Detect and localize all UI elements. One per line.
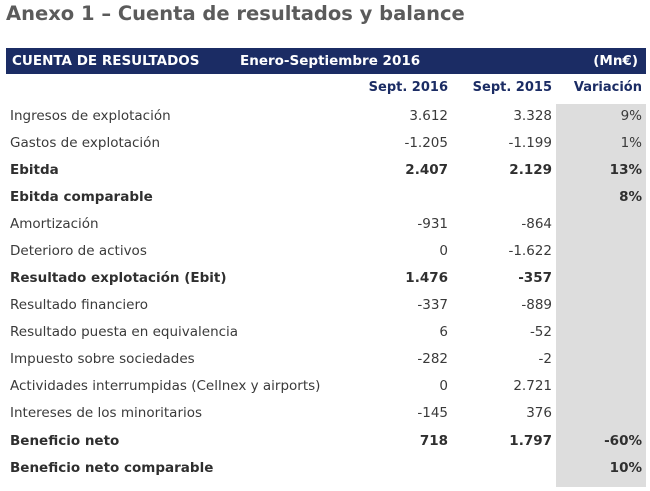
value-2015: 2.721 <box>513 378 552 394</box>
row-label: Intereses de los minoritarios <box>10 405 203 421</box>
value-2016: 0 <box>439 378 448 394</box>
table-row: Beneficio neto comparable 10% <box>0 456 650 483</box>
value-variation: 8% <box>619 189 642 205</box>
variation-column-background <box>556 104 646 487</box>
value-2016: 1.476 <box>405 270 448 286</box>
page-title: Anexo 1 – Cuenta de resultados y balance <box>6 2 465 25</box>
value-2016: 6 <box>439 324 448 340</box>
row-label: Resultado puesta en equivalencia <box>10 324 239 340</box>
table-row: Gastos de explotación -1.205 -1.199 1% <box>0 131 650 158</box>
section-title: CUENTA DE RESULTADOS <box>12 53 200 69</box>
table-header-bar: CUENTA DE RESULTADOS Enero-Septiembre 20… <box>6 48 646 74</box>
value-variation: 10% <box>609 460 642 476</box>
table-row: Intereses de los minoritarios -145 376 <box>0 401 650 428</box>
table-row: Ebitda 2.407 2.129 13% <box>0 158 650 185</box>
units-label: (Mn€) <box>593 53 638 69</box>
value-2015: -864 <box>521 216 552 232</box>
value-2016: -282 <box>417 351 448 367</box>
column-header-variation: Variación <box>573 80 642 95</box>
value-variation: 13% <box>609 162 642 178</box>
table-row: Beneficio neto 718 1.797 -60% <box>0 429 650 456</box>
value-variation: -60% <box>604 433 642 449</box>
row-label: Impuesto sobre sociedades <box>10 351 195 367</box>
table-row: Amortización -931 -864 <box>0 212 650 239</box>
row-label: Beneficio neto comparable <box>10 460 214 476</box>
row-label: Gastos de explotación <box>10 135 161 151</box>
table-row: Ingresos de explotación 3.612 3.328 9% <box>0 104 650 131</box>
table-row: Resultado financiero -337 -889 <box>0 293 650 320</box>
row-label: Amortización <box>10 216 99 232</box>
period-label: Enero-Septiembre 2016 <box>240 53 421 69</box>
table-row: Deterioro de activos 0 -1.622 <box>0 239 650 266</box>
value-2016: -1.205 <box>404 135 448 151</box>
table-row: Actividades interrumpidas (Cellnex y air… <box>0 374 650 401</box>
row-label: Beneficio neto <box>10 433 120 449</box>
value-2016: 0 <box>439 243 448 259</box>
value-2015: 1.797 <box>509 433 552 449</box>
value-2015: 2.129 <box>509 162 552 178</box>
value-2015: 3.328 <box>513 108 552 124</box>
row-label: Resultado explotación (Ebit) <box>10 270 227 286</box>
row-label: Ingresos de explotación <box>10 108 171 124</box>
table-row: Impuesto sobre sociedades -282 -2 <box>0 347 650 374</box>
value-variation: 9% <box>620 108 642 124</box>
row-label: Resultado financiero <box>10 297 148 313</box>
column-header-2016: Sept. 2016 <box>368 80 448 95</box>
row-label: Deterioro de activos <box>10 243 147 259</box>
value-2015: -52 <box>529 324 552 340</box>
value-2015: -357 <box>518 270 552 286</box>
value-2015: -2 <box>538 351 552 367</box>
table-row: Resultado explotación (Ebit) 1.476 -357 <box>0 266 650 293</box>
value-2016: -931 <box>417 216 448 232</box>
value-variation: 1% <box>620 135 642 151</box>
value-2015: 376 <box>526 405 552 421</box>
value-2016: -145 <box>417 405 448 421</box>
value-2015: -1.622 <box>508 243 552 259</box>
row-label: Ebitda comparable <box>10 189 153 205</box>
row-label: Actividades interrumpidas (Cellnex y air… <box>10 378 321 394</box>
value-2016: -337 <box>417 297 448 313</box>
value-2016: 2.407 <box>405 162 448 178</box>
value-2016: 3.612 <box>409 108 448 124</box>
value-2015: -1.199 <box>508 135 552 151</box>
row-label: Ebitda <box>10 162 59 178</box>
value-2016: 718 <box>419 433 448 449</box>
table-row: Resultado puesta en equivalencia 6 -52 <box>0 320 650 347</box>
table-row: Ebitda comparable 8% <box>0 185 650 212</box>
column-header-2015: Sept. 2015 <box>472 80 552 95</box>
value-2015: -889 <box>521 297 552 313</box>
